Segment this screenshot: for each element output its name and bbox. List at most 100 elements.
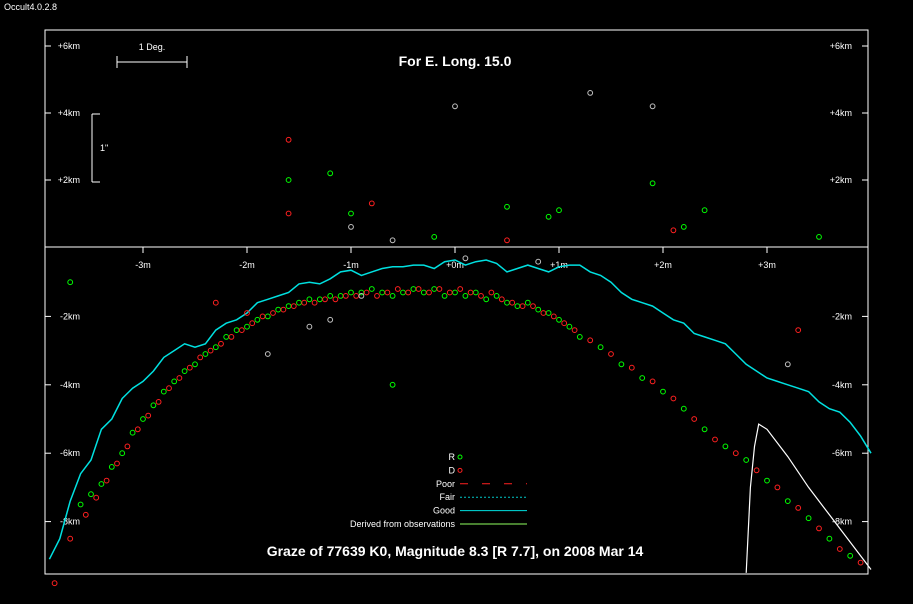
- data-point-d: [332, 296, 339, 303]
- data-point-d: [207, 347, 214, 354]
- data-point-d: [368, 200, 375, 207]
- data-point-d: [270, 310, 276, 316]
- data-point-r: [192, 361, 198, 368]
- data-point-r: [181, 368, 188, 375]
- y-tick-label-left: +2km: [58, 175, 80, 185]
- data-point-r: [504, 203, 510, 210]
- data-point-d: [212, 299, 219, 306]
- data-point-d: [587, 337, 594, 344]
- data-point-d: [134, 426, 141, 433]
- data-point-r: [680, 405, 687, 412]
- data-point-other: [358, 293, 365, 299]
- data-point-d: [259, 313, 266, 320]
- data-point-d: [290, 303, 297, 310]
- data-point-r: [296, 299, 302, 306]
- degree-scale-label: 1 Deg.: [139, 42, 166, 52]
- y-tick-label-left: +6km: [58, 41, 80, 51]
- data-point-d: [478, 293, 484, 299]
- data-point-d: [155, 399, 162, 405]
- data-point-r: [275, 306, 282, 313]
- x-tick-label: +2m: [654, 260, 672, 270]
- data-point-d: [488, 289, 495, 296]
- data-point-d: [561, 320, 568, 327]
- data-point-r: [233, 327, 240, 334]
- data-point-r: [264, 313, 271, 320]
- data-point-r: [306, 296, 313, 303]
- data-point-d: [670, 395, 677, 402]
- legend-marker: [457, 467, 463, 473]
- data-point-r: [660, 388, 666, 395]
- legend-marker: [457, 454, 463, 460]
- data-point-d: [649, 378, 656, 385]
- data-point-other: [462, 255, 469, 262]
- data-point-r: [368, 286, 375, 292]
- data-point-r: [389, 293, 396, 299]
- data-point-r: [285, 303, 292, 310]
- y-tick-label-right: +2km: [830, 175, 852, 185]
- data-point-r: [441, 293, 448, 299]
- data-point-d: [836, 546, 843, 552]
- data-point-other: [306, 323, 313, 330]
- data-point-r: [98, 481, 105, 487]
- data-point-r: [389, 381, 396, 388]
- legend-label: Derived from observations: [350, 519, 456, 529]
- legend-label: Fair: [440, 492, 456, 502]
- data-point-d: [145, 412, 152, 419]
- data-point-d: [322, 296, 328, 303]
- data-point-r: [327, 293, 334, 299]
- data-point-d: [509, 299, 516, 306]
- data-point-d: [280, 306, 287, 313]
- data-point-d: [415, 286, 422, 292]
- data-point-other: [535, 258, 542, 265]
- data-point-d: [795, 505, 802, 511]
- data-point-d: [571, 327, 578, 334]
- data-point-d: [114, 460, 120, 467]
- series-line-good: [48, 259, 872, 560]
- data-point-r: [337, 293, 344, 299]
- data-point-d: [51, 580, 58, 587]
- data-point-r: [462, 293, 469, 299]
- data-point-other: [264, 351, 271, 357]
- data-point-d: [530, 303, 536, 310]
- data-point-d: [384, 289, 391, 296]
- data-point-r: [77, 501, 84, 508]
- data-point-r: [556, 316, 562, 323]
- data-point-r: [618, 361, 625, 368]
- data-point-d: [342, 293, 349, 299]
- y-tick-label-left: -2km: [60, 311, 80, 321]
- data-point-d: [301, 299, 308, 306]
- data-point-other: [327, 316, 334, 323]
- data-point-r: [88, 491, 94, 498]
- scale-bars: 1 Deg. 1": [91, 42, 188, 183]
- data-point-r: [535, 306, 542, 313]
- data-point-r: [400, 289, 406, 296]
- legend-label: R: [449, 452, 456, 462]
- y-tick-label-right: -6km: [832, 448, 852, 458]
- data-point-r: [701, 207, 708, 214]
- data-point-r: [129, 429, 136, 436]
- data-point-d: [436, 286, 443, 292]
- data-point-d: [218, 340, 224, 347]
- data-point-r: [649, 180, 656, 187]
- data-point-other: [784, 361, 791, 368]
- data-point-other: [348, 224, 354, 230]
- data-point-r: [348, 289, 354, 296]
- axes: -3m -2m -1m +0m +1m +2m +3m +2km +2km +4km +4km +6k…: [45, 41, 868, 527]
- data-point-r: [545, 213, 552, 220]
- data-point-d: [374, 293, 380, 299]
- data-point-d: [405, 289, 412, 296]
- data-point-r: [212, 344, 219, 351]
- data-point-other: [587, 90, 594, 96]
- data-point-r: [67, 279, 74, 286]
- data-point-r: [140, 416, 146, 422]
- data-point-r: [431, 234, 438, 240]
- data-point-r: [285, 177, 292, 183]
- y-tick-label-left: -6km: [60, 448, 80, 458]
- data-point-d: [394, 286, 401, 292]
- data-point-r: [743, 457, 750, 463]
- data-point-r: [514, 303, 521, 310]
- data-point-d: [426, 289, 432, 296]
- data-point-other: [389, 237, 396, 244]
- x-tick-label: -3m: [135, 260, 151, 270]
- data-point-d: [285, 136, 292, 143]
